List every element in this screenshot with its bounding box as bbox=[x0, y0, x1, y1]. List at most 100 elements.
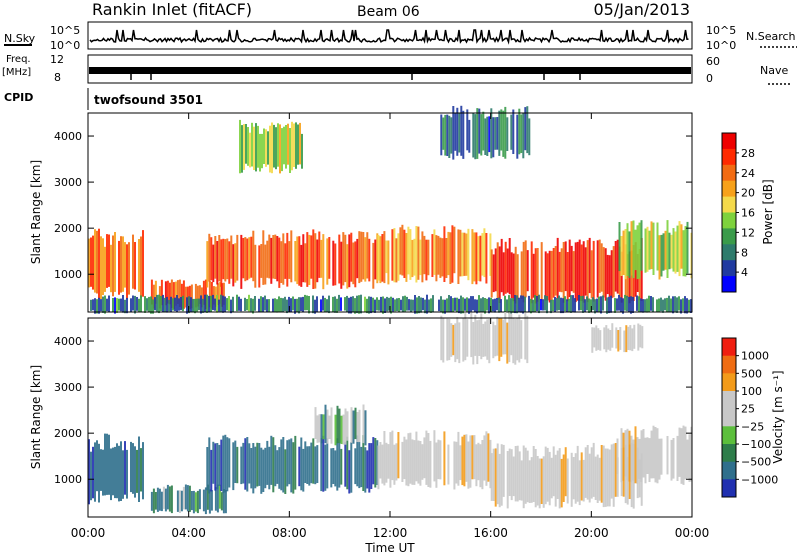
echo-strip bbox=[104, 295, 106, 314]
echo-strip bbox=[256, 442, 259, 487]
echo-strip bbox=[620, 236, 623, 276]
x-tick-label: 04:00 bbox=[171, 526, 206, 540]
power-echo-region-6 bbox=[239, 119, 303, 174]
power-echo-layer bbox=[88, 105, 693, 314]
echo-strip bbox=[544, 446, 547, 505]
echo-strip bbox=[160, 491, 163, 512]
echo-strip bbox=[580, 296, 582, 311]
echo-strip bbox=[362, 404, 365, 444]
echo-strip bbox=[394, 299, 396, 312]
echo-strip bbox=[524, 296, 526, 312]
echo-strip bbox=[88, 439, 90, 505]
echo-strip bbox=[532, 299, 534, 313]
echo-strip bbox=[246, 299, 248, 311]
echo-strip bbox=[258, 298, 260, 313]
echo-strip bbox=[204, 487, 207, 515]
echo-strip bbox=[290, 230, 293, 283]
echo-strip bbox=[652, 425, 655, 479]
echo-strip bbox=[383, 431, 386, 486]
echo-strip bbox=[182, 295, 184, 312]
echo-strip bbox=[508, 238, 511, 295]
echo-strip bbox=[208, 280, 211, 308]
echo-strip bbox=[338, 294, 340, 311]
echo-strip bbox=[314, 446, 317, 485]
colorbar-cell bbox=[722, 444, 736, 463]
echo-strip bbox=[622, 432, 625, 481]
echo-strip bbox=[336, 298, 338, 313]
echo-strip bbox=[445, 238, 448, 278]
echo-strip bbox=[524, 447, 527, 504]
echo-strip bbox=[578, 239, 581, 301]
echo-strip bbox=[344, 408, 347, 445]
echo-strip bbox=[254, 296, 256, 311]
echo-strip bbox=[590, 299, 592, 312]
echo-strip bbox=[384, 298, 386, 313]
echo-strip bbox=[232, 296, 234, 313]
echo-strip bbox=[336, 405, 339, 444]
echo-strip bbox=[682, 425, 685, 485]
echo-strip bbox=[196, 490, 199, 514]
echo-strip bbox=[631, 328, 634, 352]
echo-strip bbox=[190, 297, 192, 313]
echo-strip bbox=[228, 296, 230, 312]
echo-strip bbox=[448, 295, 450, 312]
echo-strip bbox=[336, 438, 339, 491]
echo-strip bbox=[258, 245, 261, 288]
echo-strip bbox=[273, 124, 275, 168]
echo-strip bbox=[484, 321, 487, 357]
echo-strip bbox=[492, 448, 495, 501]
echo-strip bbox=[210, 449, 213, 492]
echo-strip bbox=[362, 435, 365, 491]
echo-strip bbox=[244, 438, 247, 490]
echo-strip bbox=[318, 414, 321, 443]
echo-strip bbox=[642, 299, 644, 313]
echo-strip bbox=[668, 232, 671, 270]
echo-strip bbox=[230, 235, 233, 279]
nsky-panel-frame bbox=[87, 21, 693, 50]
echo-strip bbox=[118, 298, 120, 311]
echo-strip bbox=[634, 229, 637, 271]
colorbar-cell bbox=[722, 212, 736, 229]
echo-strip bbox=[350, 296, 352, 314]
colorbar-tick-label: 12 bbox=[741, 226, 755, 239]
echo-strip bbox=[672, 228, 675, 272]
echo-strip bbox=[624, 430, 627, 477]
echo-strip bbox=[630, 296, 632, 314]
colorbar-tick-label: 500 bbox=[741, 367, 762, 380]
echo-strip bbox=[605, 325, 608, 353]
echo-strip bbox=[342, 414, 345, 445]
echo-strip bbox=[218, 282, 221, 304]
echo-strip bbox=[180, 283, 183, 309]
echo-strip bbox=[377, 445, 380, 490]
echo-strip bbox=[462, 110, 465, 159]
echo-strip bbox=[595, 325, 598, 351]
colorbar-cell bbox=[722, 133, 736, 150]
echo-strip bbox=[484, 298, 486, 314]
echo-strip bbox=[294, 298, 296, 314]
echo-strip bbox=[253, 126, 255, 170]
echo-strip bbox=[682, 230, 685, 277]
echo-strip bbox=[395, 238, 398, 283]
echo-strip bbox=[118, 445, 120, 502]
echo-strip bbox=[506, 322, 509, 364]
echo-strip bbox=[552, 299, 554, 312]
echo-strip bbox=[672, 438, 675, 479]
echo-strip bbox=[265, 129, 267, 167]
x-tick-labels: 00:00 04:00 08:00 12:00 16:00 20:00 00:00 bbox=[71, 526, 710, 540]
echo-strip bbox=[576, 445, 579, 502]
echo-strip bbox=[644, 228, 647, 273]
echo-strip bbox=[510, 313, 513, 356]
echo-strip bbox=[122, 450, 124, 499]
echo-strip bbox=[522, 295, 524, 314]
y-tick-label: 1000 bbox=[54, 473, 82, 486]
echo-strip bbox=[146, 298, 148, 311]
colorbar-tick-label: −1000 bbox=[741, 473, 778, 486]
echo-strip bbox=[498, 317, 501, 362]
echo-strip bbox=[594, 299, 596, 314]
echo-strip bbox=[122, 236, 124, 292]
power-echo-region-2 bbox=[206, 229, 379, 290]
echo-strip bbox=[275, 127, 277, 170]
echo-strip bbox=[504, 295, 506, 313]
echo-strip bbox=[212, 244, 215, 283]
echo-strip bbox=[108, 295, 110, 312]
